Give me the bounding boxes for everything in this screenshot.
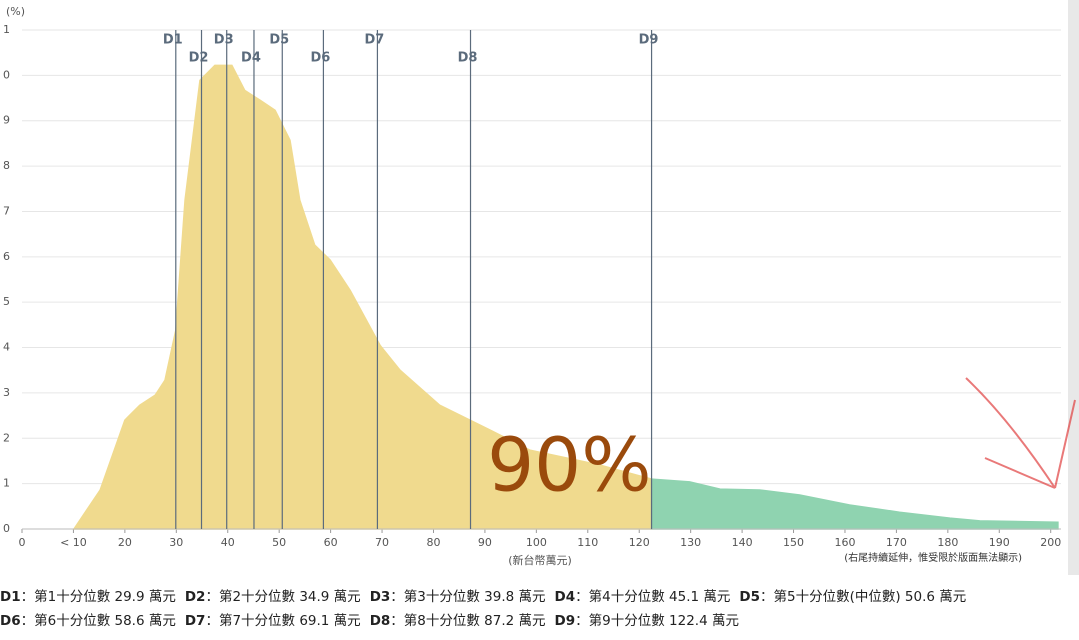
y-axis-label: (%) (6, 5, 25, 18)
decile-label: D7 (364, 33, 384, 48)
chart: (%) (新台幣萬元) (右尾持續延伸，惟受限於版面無法顯示) 0 1 2 3 4 5 6 7… (3, 0, 1079, 575)
y-tick-label: 4 (3, 341, 10, 354)
note: (右尾持續延伸，惟受限於版面無法顯示) (844, 551, 1022, 564)
footer-row: D1：第1十分位數 29.9 萬元 D2：第2十分位數 34.9 萬元 D3：第3十… (0, 585, 975, 605)
decile-text: ：第1十分位數 29.9 萬元 (20, 589, 176, 605)
decile-label: D2 (189, 51, 209, 66)
footer-row: D6：第6十分位數 58.6 萬元 D7：第7十分位數 69.1 萬元 D8：第8十… (0, 609, 748, 629)
x-tick-label: 200 (1040, 536, 1061, 549)
decile-key: D1 (0, 589, 21, 605)
decile-text: ：第8十分位數 87.2 萬元 (390, 613, 546, 629)
y-tick-label: 1 (3, 477, 10, 490)
x-axis-label: (新台幣萬元) (508, 553, 572, 567)
decile-key: D5 (739, 589, 760, 605)
decile-key: D8 (369, 613, 391, 629)
decile-label: D9 (639, 33, 659, 48)
decile-text: ：第6十分位數 58.6 萬元 (20, 613, 176, 629)
y-tick-label: 0 (3, 68, 10, 81)
decile-label: D6 (310, 51, 330, 66)
x-tick-label: 130 (680, 536, 701, 549)
x-tick-label: 150 (783, 536, 804, 549)
decile-key: D6 (0, 613, 21, 629)
y-tick-label: 7 (3, 204, 10, 217)
scrollbar[interactable] (1068, 0, 1079, 575)
decile-text: ：第5十分位數(中位數) 50.6 萬元 (759, 589, 967, 605)
x-tick-label: 100 (526, 536, 547, 549)
y-tick-label: 1 (3, 23, 10, 36)
y-tick-label: 2 (3, 431, 10, 444)
decile-text: ：第2十分位數 34.9 萬元 (205, 589, 361, 605)
y-tick-label: 6 (3, 250, 10, 263)
x-tick-label: 60 (324, 536, 338, 549)
decile-label: D3 (214, 33, 234, 48)
x-tick-label: 170 (886, 536, 907, 549)
area (650, 478, 1059, 530)
x-tick-label: 30 (169, 536, 183, 549)
y-tick-label: 5 (3, 295, 10, 308)
y-tick-label: 3 (3, 386, 10, 399)
x-tick-label: 190 (989, 536, 1010, 549)
y-tick-label: 9 (3, 114, 10, 127)
decile-label: D4 (241, 51, 261, 66)
decile-key: D9 (554, 613, 576, 629)
decile-label: D5 (269, 33, 289, 48)
decile-key: D4 (554, 589, 576, 605)
annotation: 90% (487, 423, 651, 509)
decile-label: D1 (163, 33, 183, 48)
decile-label: D8 (458, 51, 478, 66)
x-tick-label: 160 (834, 536, 855, 549)
decile-key: D3 (369, 589, 391, 605)
decile-text: ：第9十分位數 122.4 萬元 (575, 613, 739, 629)
y-tick-label: 0 (3, 522, 10, 535)
x-tick-label: 70 (375, 536, 389, 549)
hand-drawn-arrow (965, 377, 1076, 489)
x-tick-label: 40 (221, 536, 235, 549)
decile-text: ：第7十分位數 69.1 萬元 (205, 613, 361, 629)
decile-text: ：第4十分位數 45.1 萬元 (575, 589, 731, 605)
x-tick-label: 180 (937, 536, 958, 549)
decile-text: ：第3十分位數 39.8 萬元 (390, 589, 546, 605)
x-tick-label: 120 (629, 536, 650, 549)
x-tick-label: 90 (478, 536, 492, 549)
x-tick-label: 110 (577, 536, 598, 549)
decile-key: D2 (184, 589, 206, 605)
y-tick-label: 8 (3, 159, 10, 172)
decile-key: D7 (184, 613, 206, 629)
x-tick-label: 0 (19, 536, 26, 549)
x-tick-label: < 10 (60, 536, 87, 549)
x-tick-label: 140 (732, 536, 753, 549)
x-tick-label: 20 (118, 536, 132, 549)
x-tick-label: 80 (426, 536, 440, 549)
x-tick-label: 50 (272, 536, 286, 549)
